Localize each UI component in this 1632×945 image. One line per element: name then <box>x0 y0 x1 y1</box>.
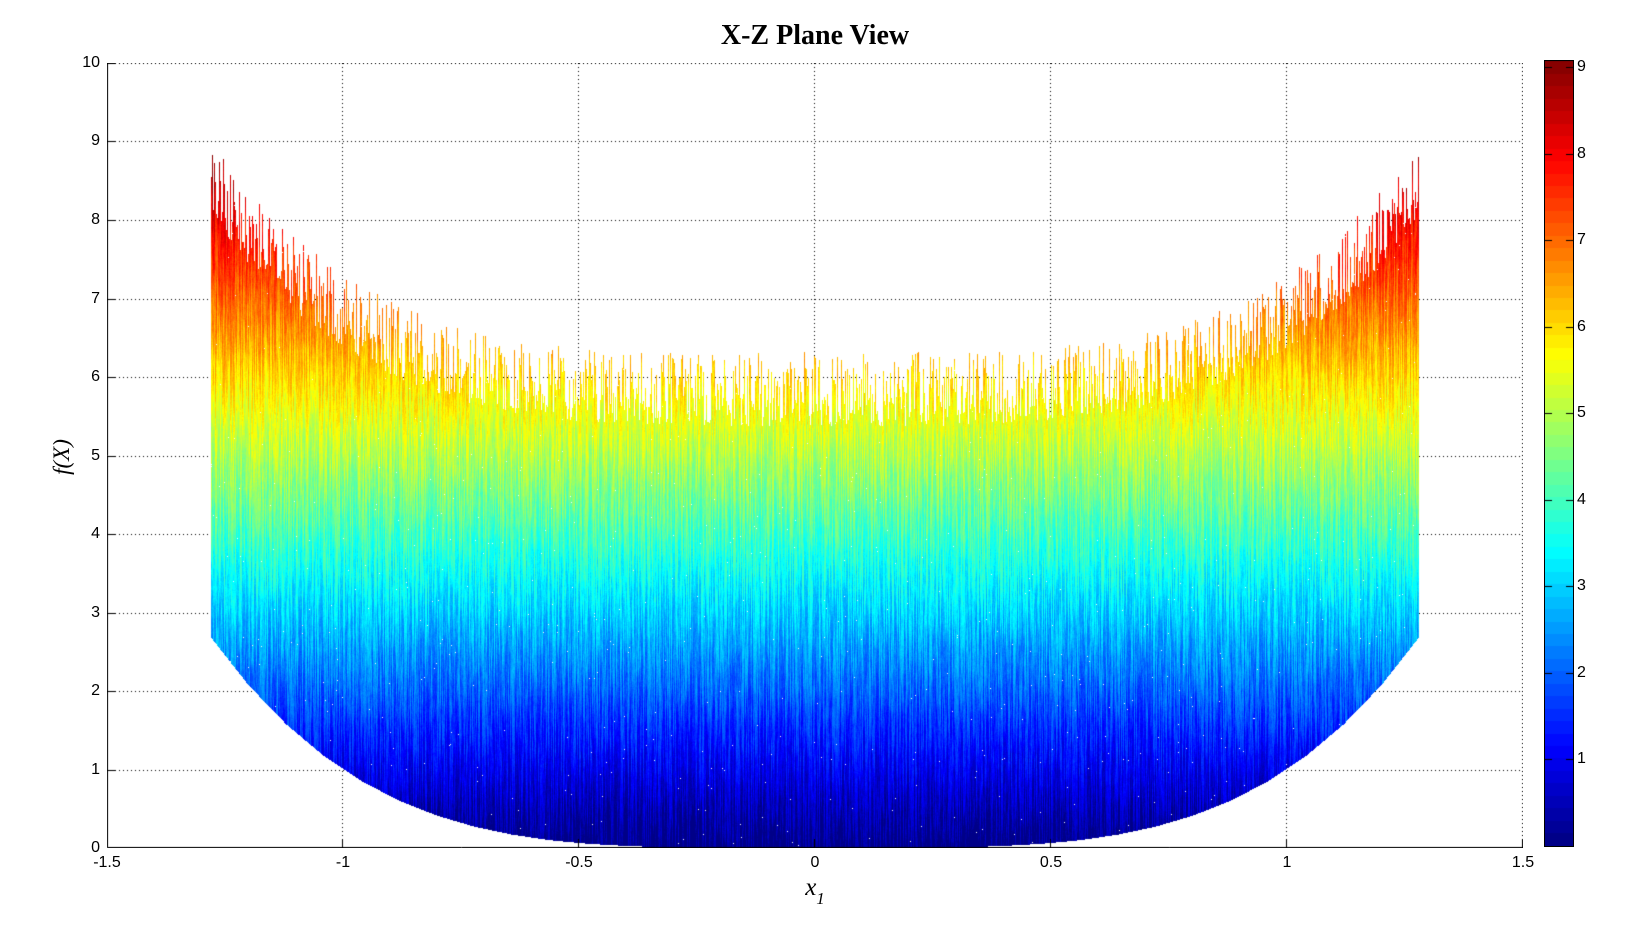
y-tick-label-7: 7 <box>91 290 100 307</box>
y-tick-label-5: 5 <box>91 447 100 464</box>
x-axis-label: x1 <box>805 874 825 909</box>
x-tick-label-0: 0 <box>810 854 820 871</box>
colorbar-tick-label-5: 5 <box>1577 403 1586 421</box>
y-tick-label-4: 4 <box>91 525 100 542</box>
x-tick-label-1: 1 <box>1282 854 1292 871</box>
plot-area-canvas <box>107 63 1523 848</box>
colorbar-tick-label-1: 1 <box>1577 749 1586 767</box>
y-tick-label-3: 3 <box>91 604 100 621</box>
colorbar-gradient <box>1545 61 1573 846</box>
colorbar-tick-label-6: 6 <box>1577 317 1586 335</box>
y-tick-label-8: 8 <box>91 211 100 228</box>
x-tick-label--1.5: -1.5 <box>93 854 121 871</box>
colorbar <box>1544 60 1574 847</box>
y-tick-label-6: 6 <box>91 368 100 385</box>
colorbar-tick-label-2: 2 <box>1577 663 1586 681</box>
y-tick-label-0: 0 <box>91 839 100 856</box>
colorbar-tick-label-4: 4 <box>1577 490 1586 508</box>
y-tick-label-9: 9 <box>91 132 100 149</box>
colorbar-tick-label-9: 9 <box>1577 57 1586 75</box>
x-axis-label-subscript: 1 <box>816 889 825 908</box>
x-tick-label-0.5: 0.5 <box>1039 854 1063 871</box>
colorbar-tick-label-3: 3 <box>1577 576 1586 594</box>
colorbar-tick-label-7: 7 <box>1577 230 1586 248</box>
y-tick-label-2: 2 <box>91 682 100 699</box>
x-tick-label-1.5: 1.5 <box>1511 854 1535 871</box>
y-tick-label-10: 10 <box>82 54 100 71</box>
chart-title: X-Z Plane View <box>720 20 910 51</box>
x-tick-label--0.5: -0.5 <box>565 854 593 871</box>
y-tick-label-1: 1 <box>91 761 100 778</box>
x-axis-label-base: x <box>805 874 817 901</box>
x-tick-label--1: -1 <box>335 854 351 871</box>
colorbar-tick-label-8: 8 <box>1577 144 1586 162</box>
y-axis-label: f(X) <box>49 439 74 475</box>
